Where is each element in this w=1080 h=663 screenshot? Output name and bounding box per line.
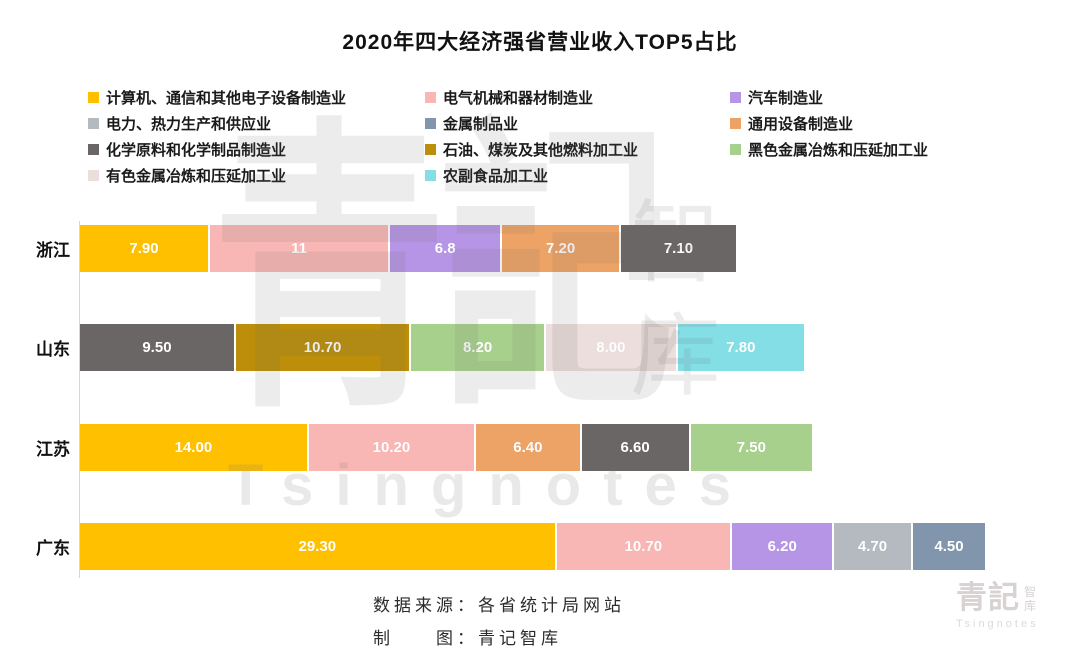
legend-item: 黑色金属冶炼和压延加工业 bbox=[730, 139, 1068, 160]
legend-swatch-icon bbox=[88, 169, 99, 181]
brand-logo-main: 青記 bbox=[956, 580, 1020, 616]
bar-segment: 7.10 bbox=[620, 225, 736, 272]
legend-item: 有色金属冶炼和压延加工业 bbox=[88, 165, 425, 186]
province-label: 江苏 bbox=[36, 439, 70, 459]
chart-title: 2020年四大经济强省营业收入TOP5占比 bbox=[342, 31, 738, 54]
legend-item: 汽车制造业 bbox=[730, 87, 1068, 108]
legend-swatch-icon bbox=[730, 117, 741, 129]
segment-value-label: 9.50 bbox=[142, 339, 172, 357]
chart-row: 江苏 14.00 10.20 6.40 6.60 7.50 bbox=[0, 423, 1080, 471]
segment-value-label: 4.50 bbox=[934, 537, 964, 555]
legend-label: 石油、煤炭及其他燃料加工业 bbox=[443, 141, 639, 159]
segment-value-label: 10.20 bbox=[372, 438, 411, 456]
segment-value-label: 8.00 bbox=[596, 339, 626, 357]
stacked-bar: 29.30 10.70 6.20 4.70 4.50 bbox=[80, 522, 986, 570]
segment-value-label: 8.20 bbox=[463, 339, 493, 357]
segment-value-label: 6.60 bbox=[620, 438, 650, 456]
segment-value-label: 7.90 bbox=[129, 240, 159, 257]
bar-segment: 8.20 bbox=[411, 324, 545, 372]
legend-item: 电气机械和器材制造业 bbox=[425, 87, 730, 108]
bar-segment: 7.20 bbox=[502, 225, 619, 272]
legend-label: 农副食品加工业 bbox=[443, 167, 549, 185]
bar-segment: 14.00 bbox=[80, 423, 307, 471]
legend-label: 化学原料和化学制品制造业 bbox=[106, 141, 287, 159]
bar-segment: 10.20 bbox=[308, 423, 475, 471]
legend-item: 金属制品业 bbox=[425, 113, 730, 134]
bar-segment: 4.70 bbox=[834, 522, 911, 570]
segment-value-label: 6.8 bbox=[434, 240, 456, 257]
legend-label: 黑色金属冶炼和压延加工业 bbox=[748, 141, 929, 159]
legend-swatch-icon bbox=[425, 91, 436, 103]
footer-credits: 数据来源：各省统计局网站 制 图：青记智库 bbox=[373, 589, 625, 655]
chart-credit-line: 制 图：青记智库 bbox=[373, 629, 562, 648]
bar-segment: 10.70 bbox=[556, 522, 730, 570]
legend-swatch-icon bbox=[88, 143, 99, 155]
legend-item: 石油、煤炭及其他燃料加工业 bbox=[425, 139, 730, 160]
legend-label: 通用设备制造业 bbox=[748, 115, 854, 133]
stacked-bar: 7.90 11 6.8 7.20 7.10 bbox=[80, 225, 736, 272]
bar-segment: 7.50 bbox=[690, 423, 813, 471]
legend-label: 汽车制造业 bbox=[748, 89, 824, 107]
segment-value-label: 6.40 bbox=[513, 438, 543, 456]
legend-swatch-icon bbox=[730, 91, 741, 103]
legend-label: 金属制品业 bbox=[443, 115, 519, 133]
legend-item: 电力、热力生产和供应业 bbox=[88, 113, 425, 134]
bar-segment: 4.50 bbox=[912, 522, 986, 570]
legend-swatch-icon bbox=[730, 143, 741, 155]
brand-logo-latin: Tsingnotes bbox=[956, 618, 1039, 630]
bar-segment: 10.70 bbox=[235, 324, 410, 372]
legend-label: 计算机、通信和其他电子设备制造业 bbox=[106, 89, 347, 107]
stacked-bar: 9.50 10.70 8.20 8.00 7.80 bbox=[80, 324, 804, 372]
segment-value-label: 10.70 bbox=[624, 537, 663, 555]
segment-value-label: 29.30 bbox=[298, 537, 337, 555]
y-axis-line bbox=[79, 221, 80, 578]
bar-segment: 8.00 bbox=[546, 324, 676, 372]
province-label: 广东 bbox=[36, 538, 70, 558]
bar-segment: 11 bbox=[209, 225, 389, 272]
data-source-line: 数据来源：各省统计局网站 bbox=[373, 596, 625, 615]
legend-item: 计算机、通信和其他电子设备制造业 bbox=[88, 87, 425, 108]
segment-value-label: 7.10 bbox=[663, 240, 694, 257]
legend: 计算机、通信和其他电子设备制造业 电气机械和器材制造业 汽车制造业电力、热力生产和供… bbox=[88, 84, 1068, 188]
segment-value-label: 7.50 bbox=[736, 438, 766, 456]
chart-row: 山东 9.50 10.70 8.20 8.00 7.80 bbox=[0, 324, 1080, 372]
brand-logo-side: 智库 bbox=[1024, 585, 1037, 614]
stacked-bar: 14.00 10.20 6.40 6.60 7.50 bbox=[80, 423, 813, 471]
bar-segment: 6.8 bbox=[390, 225, 501, 272]
segment-value-label: 10.70 bbox=[303, 339, 342, 357]
brand-logo: 青記 智库 Tsingnotes bbox=[956, 580, 1074, 631]
bar-segment: 6.60 bbox=[581, 423, 689, 471]
segment-value-label: 14.00 bbox=[174, 438, 213, 456]
chart-row: 广东 29.30 10.70 6.20 4.70 4.50 bbox=[0, 522, 1080, 570]
legend-swatch-icon bbox=[425, 143, 436, 155]
legend-item: 通用设备制造业 bbox=[730, 113, 1068, 134]
bar-segment: 9.50 bbox=[80, 324, 234, 372]
legend-swatch-icon bbox=[425, 169, 436, 181]
chart-row: 浙江 7.90 11 6.8 7.20 7.10 bbox=[0, 225, 1080, 272]
legend-label: 电气机械和器材制造业 bbox=[443, 89, 594, 107]
province-label: 浙江 bbox=[36, 241, 70, 260]
segment-value-label: 4.70 bbox=[857, 537, 888, 555]
legend-label: 有色金属冶炼和压延加工业 bbox=[106, 167, 287, 185]
segment-value-label: 7.20 bbox=[546, 240, 576, 257]
segment-value-label: 7.80 bbox=[726, 339, 756, 357]
bar-segment: 7.80 bbox=[677, 324, 804, 372]
segment-value-label: 11 bbox=[291, 240, 307, 257]
chart-rows: 浙江 7.90 11 6.8 7.20 7.10 山东 9.50 10.70 8.20 8.00 7.… bbox=[0, 225, 1080, 622]
legend-item: 农副食品加工业 bbox=[425, 165, 730, 186]
legend-swatch-icon bbox=[425, 117, 436, 129]
legend-swatch-icon bbox=[88, 91, 99, 103]
legend-item: 化学原料和化学制品制造业 bbox=[88, 139, 425, 160]
province-label: 山东 bbox=[36, 340, 70, 360]
legend-swatch-icon bbox=[88, 117, 99, 129]
bar-segment: 7.90 bbox=[80, 225, 208, 272]
bar-segment: 6.20 bbox=[731, 522, 833, 570]
legend-label: 电力、热力生产和供应业 bbox=[106, 115, 272, 133]
segment-value-label: 6.20 bbox=[767, 537, 797, 555]
bar-segment: 29.30 bbox=[80, 522, 555, 570]
bar-segment: 6.40 bbox=[476, 423, 580, 471]
